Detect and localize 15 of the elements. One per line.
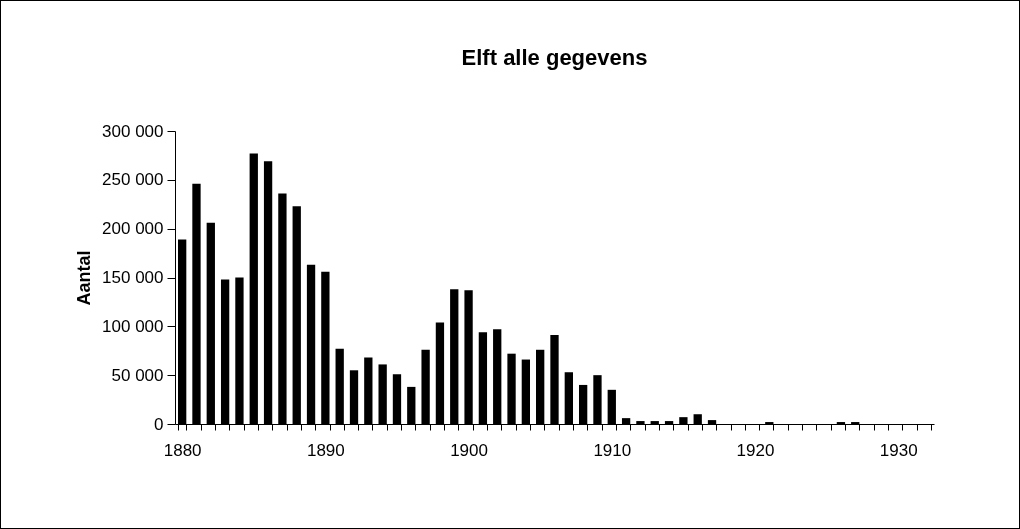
- y-tick-label: 100 000: [102, 316, 164, 336]
- chart-title: Elft alle gegevens: [461, 45, 648, 70]
- y-tick-label: 0: [154, 414, 164, 434]
- y-axis-title: Aantal: [74, 250, 95, 306]
- x-tick-label: 1880: [163, 440, 202, 460]
- y-tick-label: 50 000: [111, 365, 164, 385]
- y-tick-label: 250 000: [102, 170, 164, 190]
- y-tick-label: 200 000: [102, 219, 164, 239]
- y-tick-label: 150 000: [102, 268, 164, 287]
- y-tick-label: 300 000: [102, 121, 164, 141]
- x-tick-label: 1900: [450, 440, 488, 460]
- x-tick-label: 1890: [306, 440, 345, 460]
- x-tick-label: 1930: [879, 440, 918, 460]
- x-tick-label: 1910: [593, 440, 632, 460]
- x-tick-label: 1920: [736, 440, 775, 460]
